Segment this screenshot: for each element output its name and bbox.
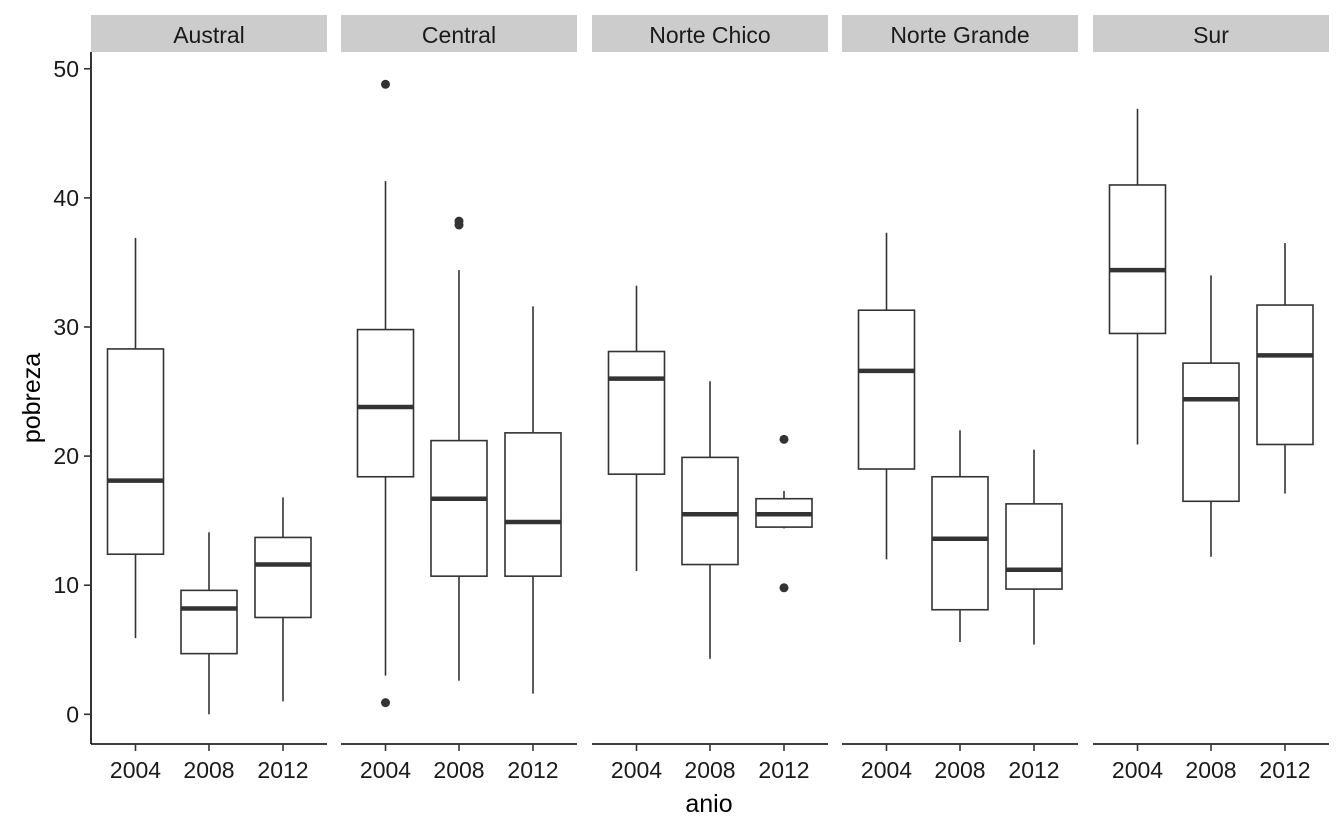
x-tick-label: 2012	[758, 757, 809, 783]
y-tick-label: 30	[53, 314, 79, 340]
x-tick-label: 2004	[360, 757, 411, 783]
y-tick-label: 0	[66, 701, 79, 727]
x-tick-label: 2012	[257, 757, 308, 783]
outlier-point	[381, 79, 390, 89]
x-tick-label: 2004	[1112, 757, 1163, 783]
box	[180, 532, 238, 715]
facet-strip-label: Norte Chico	[649, 22, 770, 48]
box	[1256, 243, 1314, 494]
box	[106, 237, 165, 639]
y-axis-title: pobreza	[18, 353, 46, 443]
x-tick-label: 2008	[183, 757, 234, 783]
box-body	[106, 348, 165, 556]
facet-strip	[592, 15, 828, 52]
box	[1108, 108, 1167, 445]
box-body	[1108, 184, 1167, 335]
box-body	[430, 439, 488, 577]
facet-panel: Sur 2004 2008 2012	[1093, 15, 1329, 783]
box	[857, 232, 916, 560]
x-tick-label: 2004	[110, 757, 161, 783]
x-tick-label: 2008	[934, 757, 985, 783]
y-tick-label: 50	[53, 56, 79, 82]
box	[681, 381, 739, 659]
outlier-point	[381, 698, 390, 708]
y-tick-label: 40	[53, 185, 79, 211]
facet-strip	[1093, 15, 1329, 52]
box-body	[1005, 503, 1063, 590]
y-axis: 0 10 20 30 40 50	[53, 52, 92, 744]
box-body	[356, 328, 415, 478]
x-tick-label: 2012	[1008, 757, 1059, 783]
x-axis-title: anio	[685, 790, 732, 818]
box	[607, 285, 666, 571]
facet-panel: Norte Chico 2004 2008 2012	[592, 15, 828, 783]
box-body	[504, 432, 562, 577]
facet-strip	[341, 15, 577, 52]
box-body	[931, 475, 989, 611]
x-tick-label: 2004	[611, 757, 662, 783]
y-tick-label: 10	[53, 572, 79, 598]
box	[1182, 275, 1240, 557]
facet-strip-label: Central	[422, 22, 496, 48]
facet-strip-label: Norte Grande	[890, 22, 1029, 48]
outlier-point	[454, 216, 464, 226]
box-body	[180, 589, 238, 655]
facet-panel: Austral 2004 2008 2012	[91, 15, 327, 783]
box	[755, 434, 813, 593]
box-body	[254, 536, 312, 619]
facet-strip-label: Austral	[173, 22, 245, 48]
box	[254, 497, 312, 702]
facet-panel: Central 2004 2008 2012	[341, 15, 577, 783]
x-tick-label: 2012	[1259, 757, 1310, 783]
x-tick-label: 2008	[433, 757, 484, 783]
facet-panel: Norte Grande 2004 2008 2012	[842, 15, 1078, 783]
box-body	[1256, 304, 1314, 446]
x-tick-label: 2004	[861, 757, 912, 783]
outlier-point	[779, 583, 789, 593]
x-tick-label: 2008	[1185, 757, 1236, 783]
outlier-point	[779, 434, 789, 444]
x-tick-label: 2008	[684, 757, 735, 783]
facet-strip	[842, 15, 1078, 52]
box	[356, 79, 415, 708]
box	[430, 216, 488, 681]
y-tick-label: 20	[53, 443, 79, 469]
box-body	[1182, 362, 1240, 503]
box	[1005, 449, 1063, 645]
facet-strip	[91, 15, 327, 52]
box	[931, 430, 989, 643]
box-body	[857, 309, 916, 470]
box-body	[607, 350, 666, 475]
x-tick-label: 2012	[507, 757, 558, 783]
box	[504, 306, 562, 694]
box-body	[681, 456, 739, 566]
facet-strip-label: Sur	[1193, 22, 1229, 48]
